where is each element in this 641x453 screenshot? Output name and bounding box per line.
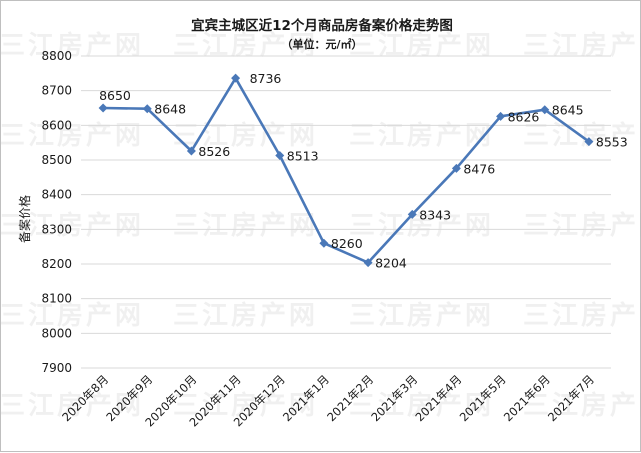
watermark-text: 三江房产网 — [349, 121, 494, 151]
data-point-marker — [98, 103, 108, 113]
watermark-text: 三江房产网 — [173, 121, 318, 151]
watermark-text: 三江房产网 — [349, 211, 494, 241]
data-point-marker — [584, 137, 594, 147]
data-label: 8626 — [508, 109, 540, 124]
y-tick-label: 8800 — [41, 49, 72, 63]
y-tick-label: 8500 — [41, 153, 72, 167]
watermark-text: 三江房产网 — [1, 391, 144, 421]
y-axis-label: 备案价格 — [17, 195, 32, 243]
series-polyline — [103, 76, 590, 264]
data-label: 8650 — [99, 88, 131, 103]
data-point-marker — [407, 209, 417, 219]
data-label: 8648 — [154, 102, 186, 117]
y-tick-label: 8600 — [41, 118, 72, 132]
data-point-marker — [363, 258, 373, 268]
watermark-text: 三江房产网 — [1, 121, 144, 151]
data-label: 8645 — [552, 103, 584, 118]
chart-title: 宜宾主城区近12个月商品房备案价格走势图 — [191, 17, 453, 34]
watermark-text: 三江房产网 — [173, 301, 318, 331]
y-tick-label: 8700 — [41, 84, 72, 98]
watermark-text: 三江房产网 — [349, 391, 494, 421]
series-line — [98, 73, 594, 268]
data-point-marker — [319, 238, 329, 248]
watermark-layer: 三江房产网三江房产网三江房产网三江房产网三江房产网三江房产网三江房产网三江房产网… — [1, 31, 641, 421]
data-point-marker — [186, 146, 196, 156]
watermark-text: 三江房产网 — [173, 211, 318, 241]
y-tick-label: 8300 — [41, 222, 72, 236]
data-label: 8526 — [198, 144, 230, 159]
data-point-marker — [496, 111, 506, 121]
watermark-text: 三江房产网 — [173, 391, 318, 421]
data-labels: 8650 8648 8526 8736 8513 8260 8204 8343 8476 8626… — [99, 71, 628, 270]
y-tick-label: 8200 — [41, 257, 72, 271]
y-tick-label: 8000 — [41, 326, 72, 340]
gridlines — [81, 55, 611, 369]
data-label: 8260 — [331, 236, 363, 251]
watermark-text: 三江房产网 — [523, 301, 641, 331]
watermark-text: 三江房产网 — [523, 211, 641, 241]
watermark-text: 三江房产网 — [349, 301, 494, 331]
watermark-text: 三江房产网 — [1, 211, 144, 241]
data-point-marker — [451, 163, 461, 173]
data-label: 8204 — [375, 256, 407, 271]
watermark-text: 三江房产网 — [1, 301, 144, 331]
data-label: 8736 — [250, 71, 282, 86]
watermark-text: 三江房产网 — [523, 391, 641, 421]
chart-subtitle: （单位：元/㎡） — [281, 37, 362, 51]
data-point-marker — [231, 73, 241, 83]
data-label: 8476 — [463, 161, 495, 176]
y-axis-ticks: 7900 8000 8100 8200 8300 8400 8500 8600 8700 8800 — [41, 49, 72, 375]
data-label: 8513 — [287, 148, 319, 163]
data-point-marker — [275, 150, 285, 160]
data-label: 8343 — [419, 207, 451, 222]
data-label: 8553 — [596, 135, 628, 150]
y-tick-label: 8100 — [41, 292, 72, 306]
y-tick-label: 7900 — [41, 361, 72, 375]
data-point-marker — [540, 105, 550, 115]
y-tick-label: 8400 — [41, 188, 72, 202]
data-point-marker — [142, 104, 152, 114]
